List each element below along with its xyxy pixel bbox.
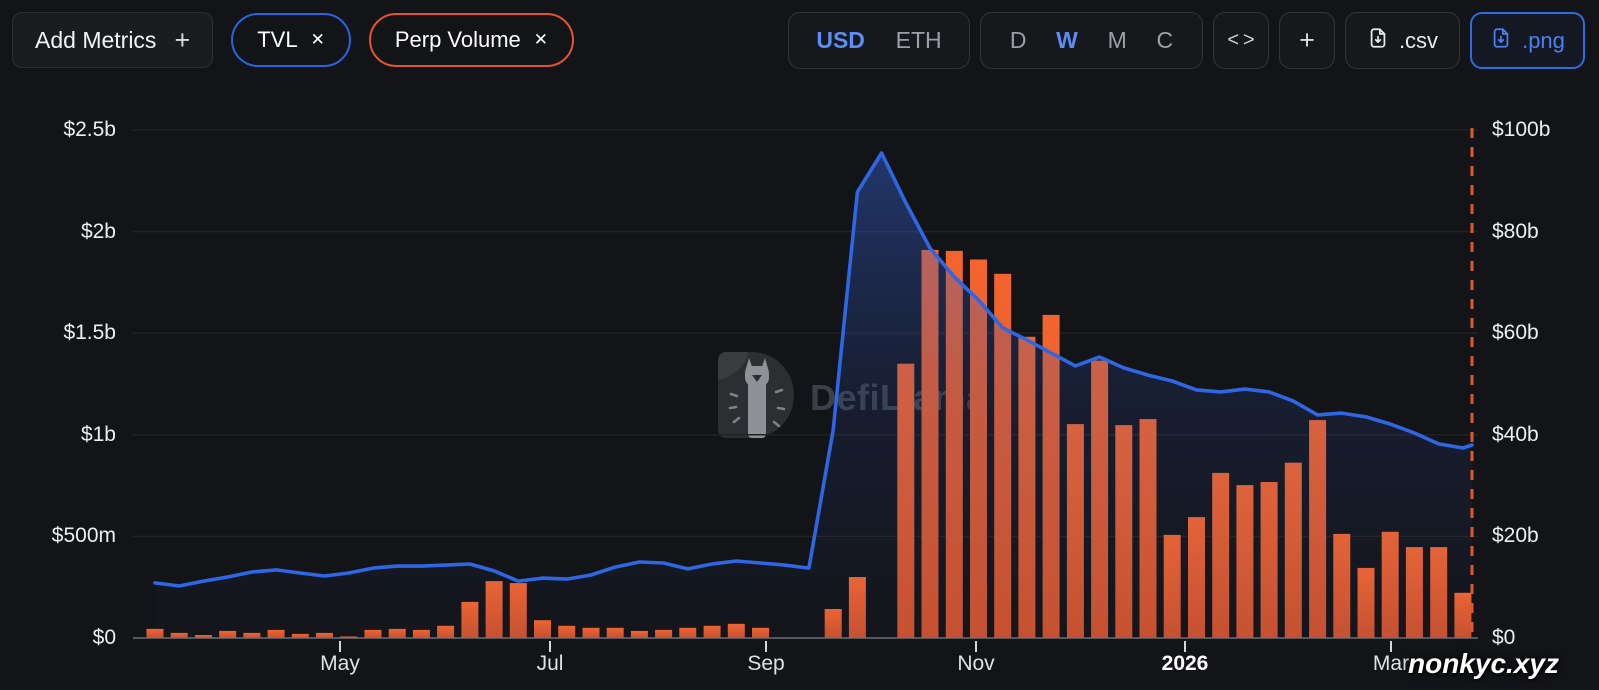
- interval-option-c[interactable]: C: [1156, 27, 1174, 53]
- metric-pill-tvl-label: TVL: [257, 27, 298, 52]
- metric-pill-perp-volume[interactable]: Perp Volume ✕: [368, 13, 575, 67]
- interval-option-m[interactable]: M: [1107, 27, 1127, 53]
- currency-option-eth[interactable]: ETH: [895, 27, 942, 53]
- add-metrics-label: Add Metrics: [35, 26, 157, 53]
- currency-option-usd[interactable]: USD: [816, 27, 865, 53]
- file-download-icon: [1367, 26, 1389, 55]
- left-axis-tick: $0: [92, 626, 116, 649]
- code-brackets-icon: <>: [1227, 29, 1259, 51]
- currency-toggle: USD ETH: [788, 12, 970, 69]
- right-axis-tick: $0: [1492, 626, 1516, 649]
- metric-pill-perp-volume-label: Perp Volume: [394, 27, 521, 52]
- right-axis-tick: $80b: [1492, 219, 1539, 243]
- x-axis-label-jul: Jul: [536, 652, 564, 675]
- x-axis-label-sep: Sep: [747, 652, 785, 675]
- defillama-llama-logo-icon: [716, 350, 794, 445]
- interval-option-d[interactable]: D: [1009, 27, 1027, 53]
- toolbar-left: Add Metrics + TVL ✕ Perp Volume ✕: [12, 12, 575, 68]
- x-axis-label-2026: 2026: [1161, 652, 1209, 675]
- tvl-area-fill: [155, 153, 1472, 638]
- left-axis-tick: $2b: [80, 219, 116, 243]
- right-axis-tick: $40b: [1492, 422, 1539, 446]
- csv-label: .csv: [1398, 27, 1439, 53]
- interval-option-w[interactable]: W: [1056, 27, 1078, 53]
- plus-icon: +: [174, 24, 191, 55]
- left-axis-tick: $2.5b: [63, 118, 116, 141]
- x-axis-ticks: [339, 641, 1392, 652]
- download-png-button[interactable]: .png: [1470, 12, 1585, 69]
- right-axis-tick: $20b: [1492, 524, 1539, 548]
- plus-icon: +: [1299, 25, 1315, 55]
- site-watermark: nonkyc.xyz: [1408, 648, 1559, 679]
- close-icon[interactable]: ✕: [533, 30, 549, 49]
- close-icon[interactable]: ✕: [310, 30, 325, 49]
- embed-code-button[interactable]: <>: [1213, 12, 1269, 69]
- x-axis-label-nov: Nov: [957, 652, 995, 675]
- tvl-line: [153, 151, 1474, 588]
- x-axis-label-may: May: [320, 652, 360, 675]
- left-axis-tick: $1b: [80, 422, 116, 446]
- left-axis-tick: $500m: [51, 524, 116, 548]
- right-axis-tick: $100b: [1492, 118, 1551, 141]
- png-label: .png: [1522, 27, 1565, 53]
- x-axis-label-mar: Mar: [1372, 652, 1410, 675]
- add-metrics-button[interactable]: Add Metrics +: [12, 12, 214, 68]
- download-csv-button[interactable]: .csv: [1345, 12, 1460, 69]
- right-axis-tick: $60b: [1492, 321, 1539, 345]
- toolbar-right: USD ETH D W M C <> + .csv .png: [788, 12, 1585, 69]
- add-chart-button[interactable]: +: [1279, 12, 1335, 69]
- left-axis-tick: $1.5b: [63, 321, 116, 345]
- metric-pill-tvl[interactable]: TVL ✕: [231, 13, 351, 67]
- file-download-icon: [1490, 26, 1512, 55]
